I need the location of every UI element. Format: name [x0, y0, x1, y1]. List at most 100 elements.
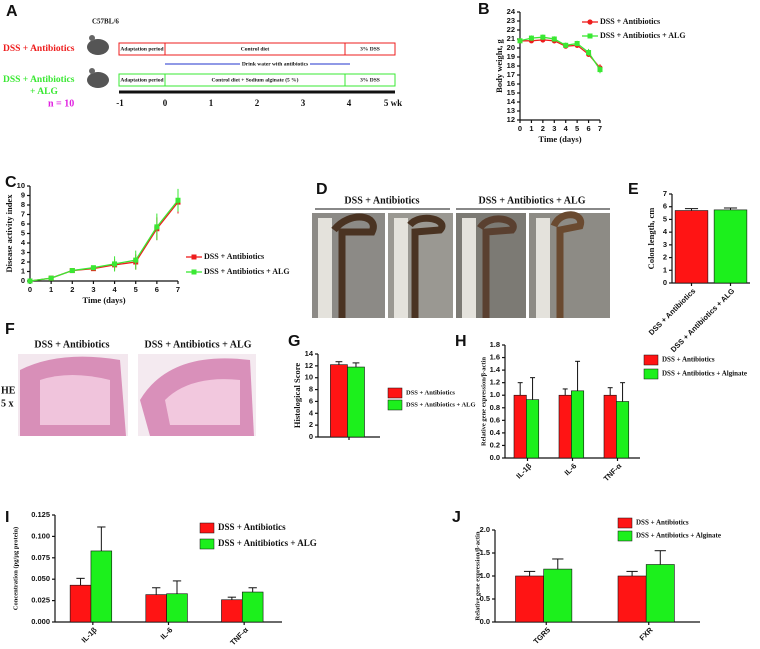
- x-tick-label: 1: [529, 124, 533, 133]
- phase: Adaptation period: [120, 46, 163, 52]
- x-tick-label: IL-1β: [514, 461, 533, 480]
- x-tick-label: IL-6: [159, 625, 175, 641]
- y-tick-label: 6: [21, 219, 25, 228]
- group1-timeline: [118, 42, 396, 56]
- x-axis-label: Time (days): [538, 134, 581, 144]
- group2-timeline: [118, 73, 396, 87]
- y-tick-label: 1.2: [490, 378, 500, 387]
- legend-label: DSS + Antibiotics: [636, 519, 689, 527]
- y-tick-label: 6: [663, 202, 667, 211]
- ruler: [536, 218, 550, 318]
- y-tick-label: 4: [663, 227, 668, 236]
- bar: [69, 584, 92, 623]
- y-tick-label: 7: [663, 189, 667, 198]
- x-tick-label: 6: [586, 124, 590, 133]
- y-tick-label: 1.4: [490, 365, 501, 374]
- bar: [571, 390, 585, 459]
- marker: [517, 38, 523, 44]
- legend-swatch: [643, 368, 659, 380]
- y-tick-label: 16: [507, 79, 515, 88]
- x-tick-label: 3: [91, 285, 95, 294]
- y-tick-label: 1.5: [480, 548, 490, 557]
- legend-swatch: [617, 530, 633, 542]
- bar: [90, 550, 113, 623]
- y-tick-label: 20: [507, 43, 515, 52]
- y-tick-label: 14: [507, 97, 516, 106]
- tissue-lumen: [40, 375, 110, 425]
- y-tick-label: 5: [21, 228, 25, 237]
- panel-letter: I: [5, 509, 9, 526]
- panel-letter: E: [628, 181, 639, 198]
- marker: [90, 265, 96, 271]
- y-tick-label: 1.6: [490, 353, 500, 362]
- y-tick-label: 1.0: [480, 571, 490, 580]
- timeline-label: 0: [163, 98, 168, 108]
- colon: [550, 211, 585, 318]
- y-tick-label: 0.025: [31, 596, 50, 605]
- marker: [551, 36, 557, 42]
- phase: Adaptation period: [120, 77, 163, 83]
- x-tick-label: 1: [49, 285, 53, 294]
- y-tick-label: 5: [663, 214, 667, 223]
- y-tick-label: 0.2: [490, 440, 500, 449]
- bar: [526, 399, 540, 459]
- y-tick-label: 7: [21, 209, 25, 218]
- legend-label: DSS + Antibiotics + Alginate: [662, 370, 747, 378]
- y-tick-label: 0.000: [31, 617, 50, 626]
- y-tick-label: 9: [21, 190, 25, 199]
- panel-a: A C57BL/6 DSS + Antibiotics DSS + Antibi…: [3, 3, 402, 109]
- y-tick-label: 3: [21, 247, 25, 256]
- ruler: [394, 218, 408, 318]
- legend-swatch: [199, 522, 215, 534]
- phase: Control diet + Sodium alginate (5 %): [211, 76, 298, 83]
- y-tick-label: 0: [309, 432, 313, 441]
- water-label: Drink water with antibiotics: [242, 61, 308, 67]
- marker: [133, 257, 139, 263]
- legend-label: DSS + Antibiotics: [600, 17, 660, 26]
- panel-letter: D: [316, 181, 328, 198]
- y-axis-label: Concentration (pg/μg protein): [12, 527, 19, 610]
- panel-letter: G: [288, 333, 300, 350]
- x-tick-label: 5: [575, 124, 579, 133]
- legend-label: DSS + Antibiotics: [218, 522, 286, 532]
- legend-swatch: [617, 517, 633, 529]
- bar: [617, 575, 647, 623]
- group-label: DSS + Antibiotics: [3, 44, 75, 54]
- y-tick-label: 4: [21, 238, 26, 247]
- y-tick-label: 0.8: [490, 403, 500, 412]
- bar: [513, 394, 527, 459]
- y-tick-label: 22: [507, 25, 515, 34]
- y-tick-label: 4: [309, 408, 314, 417]
- y-tick-label: 23: [507, 16, 515, 25]
- bar: [603, 394, 617, 459]
- y-tick-label: 2.0: [480, 525, 490, 534]
- y-tick-label: 0.0: [490, 453, 500, 462]
- y-axis-label: Relative gene expression/β-actin: [474, 531, 481, 620]
- legend-label: DSS + Anitibiotics + ALG: [218, 538, 317, 548]
- bar: [241, 591, 264, 623]
- bar: [166, 593, 188, 623]
- y-tick-label: 6: [309, 396, 313, 405]
- mouse-ear: [89, 68, 95, 74]
- tissue-lumen: [165, 379, 240, 425]
- y-tick-label: 12: [305, 361, 313, 370]
- marker: [175, 197, 181, 203]
- x-axis-label: Time (days): [82, 295, 125, 305]
- mouse-ear: [89, 35, 95, 41]
- panel-letter: C: [5, 174, 17, 191]
- marker: [574, 41, 580, 46]
- marker: [563, 42, 569, 48]
- y-tick-label: 12: [507, 115, 515, 124]
- bar: [713, 209, 748, 284]
- legend-marker: [191, 269, 197, 275]
- x-tick-label: 7: [176, 285, 180, 294]
- panel-letter: H: [455, 333, 467, 350]
- legend-label: DSS + Antibiotics: [662, 356, 715, 364]
- x-tick-label: IL-1β: [80, 625, 99, 644]
- bar: [221, 599, 243, 623]
- marker: [597, 67, 603, 73]
- bar: [674, 210, 709, 284]
- marker: [27, 278, 33, 284]
- y-tick-label: 21: [507, 34, 515, 43]
- panel-f: F DSS + Antibiotics DSS + Antibiotics + …: [1, 321, 256, 436]
